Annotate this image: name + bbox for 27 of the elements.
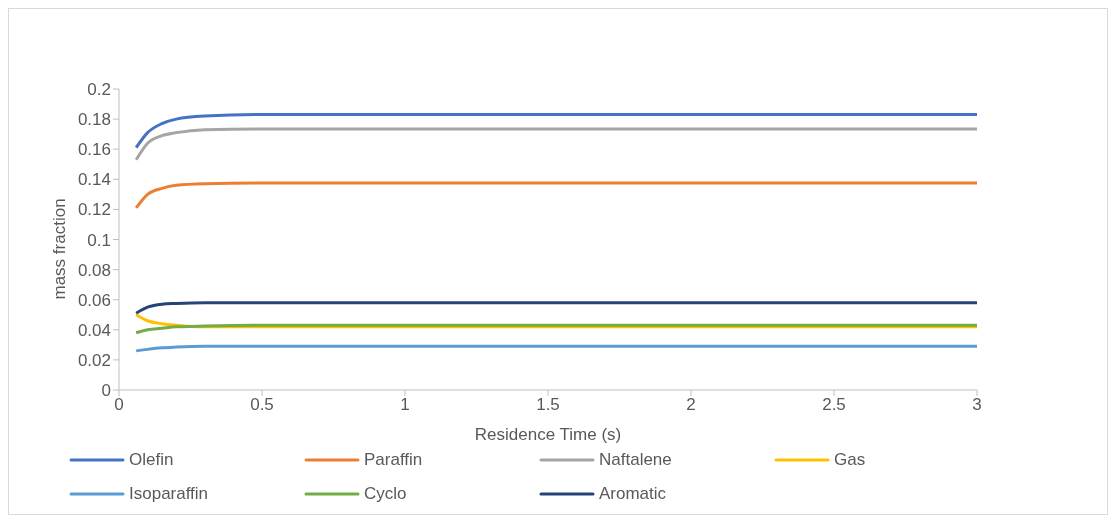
y-tick-label: 0.16: [77, 140, 111, 160]
legend-label: Gas: [834, 450, 866, 470]
x-tick-label: 0.5: [250, 395, 274, 415]
x-tick-label: 1.5: [536, 395, 560, 415]
y-tick-label: 0.08: [77, 260, 111, 280]
x-tick-label: 0: [114, 395, 124, 415]
y-tick-label: 0.12: [77, 200, 111, 220]
x-tick-label: 1: [400, 395, 410, 415]
y-tick-label: 0.02: [77, 350, 111, 370]
y-axis-title: mass fraction: [50, 198, 70, 300]
legend-label: Paraffin: [364, 450, 423, 470]
legend-label: Cyclo: [364, 484, 407, 504]
legend-label: Naftalene: [599, 450, 672, 470]
x-tick-label: 2.5: [822, 395, 846, 415]
legend-label: Olefin: [129, 450, 174, 470]
legend-label: Aromatic: [599, 484, 667, 504]
x-tick-label: 3: [972, 395, 982, 415]
y-tick-label: 0.2: [87, 80, 111, 100]
y-tick-label: 0.18: [77, 110, 111, 130]
y-tick-label: 0.04: [77, 320, 111, 340]
y-tick-label: 0.06: [77, 290, 111, 310]
x-tick-label: 2: [686, 395, 696, 415]
x-axis-title: Residence Time (s): [474, 425, 622, 444]
y-tick-label: 0.1: [87, 230, 111, 250]
y-tick-label: 0: [101, 381, 111, 401]
y-tick-label: 0.14: [77, 170, 111, 190]
legend-label: Isoparaffin: [129, 484, 209, 504]
